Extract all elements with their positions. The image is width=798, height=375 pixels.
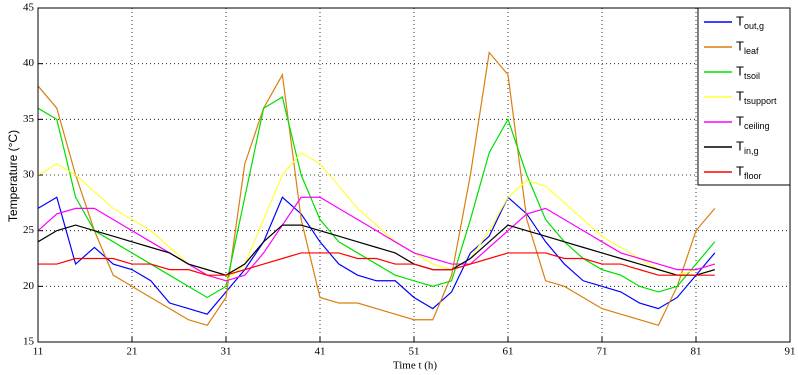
series-line (37, 224, 715, 276)
x-tick-label: 81 (691, 346, 702, 358)
x-tick-label: 21 (127, 346, 138, 358)
y-tick-label: 15 (23, 336, 35, 348)
series-line (37, 196, 716, 315)
y-tick-label: 20 (23, 280, 35, 292)
x-tick-label: 91 (785, 346, 796, 358)
x-tick-label: 71 (597, 346, 608, 358)
x-axis-label: Time t (h) (393, 360, 438, 372)
series-line (37, 51, 716, 327)
y-axis-label: Temperature (°C) (6, 130, 20, 222)
x-tick-label: 41 (315, 346, 326, 358)
y-tick-label: 30 (23, 169, 35, 181)
x-tick-label: 31 (221, 346, 232, 358)
series-line (37, 196, 715, 282)
series-line (38, 252, 715, 276)
x-tick-label: 51 (409, 346, 420, 358)
y-tick-label: 35 (23, 113, 35, 125)
y-tick-label: 40 (23, 57, 35, 69)
x-tick-label: 61 (503, 346, 514, 358)
y-tick-label: 25 (23, 224, 35, 236)
series-line (37, 151, 715, 282)
x-tick-label: 11 (33, 346, 44, 358)
y-tick-label: 45 (23, 2, 35, 14)
